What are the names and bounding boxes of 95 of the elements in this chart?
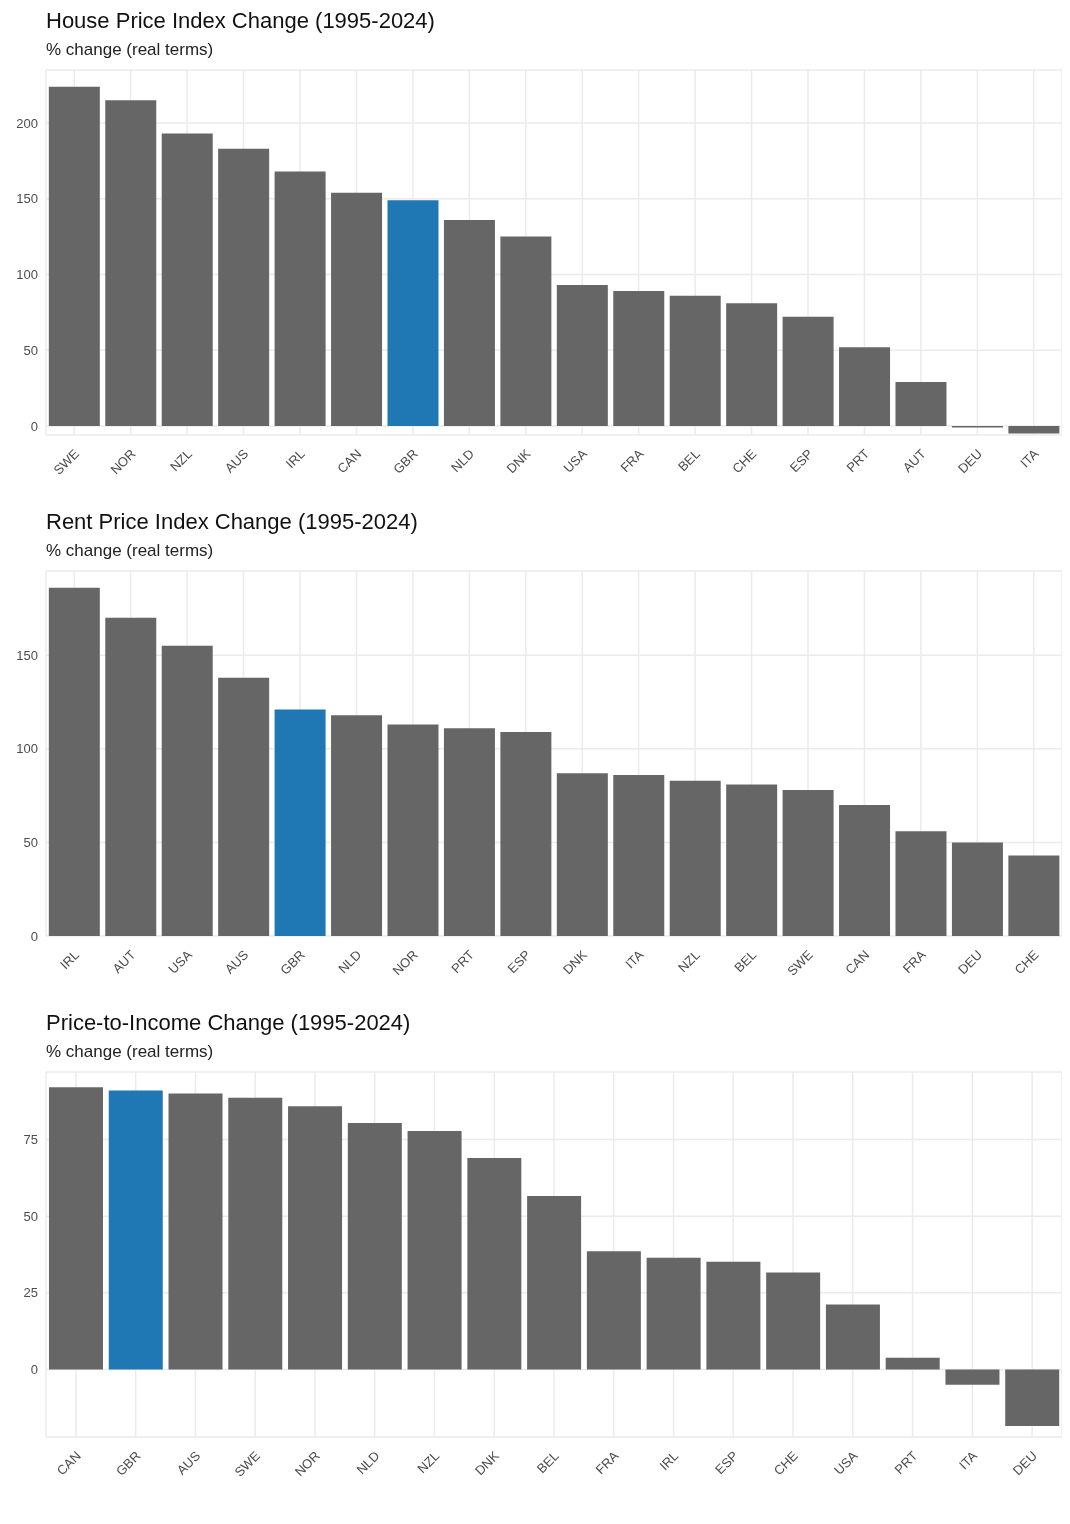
- bar: [782, 316, 834, 426]
- bar: [105, 100, 157, 426]
- bar: [443, 219, 495, 426]
- bar: [825, 1304, 880, 1370]
- bar: [218, 148, 270, 426]
- bar: [48, 587, 100, 936]
- x-tick-label: NZL: [674, 947, 703, 976]
- chart-subtitle: % change (real terms): [45, 1042, 215, 1062]
- bar: [726, 303, 778, 426]
- y-tick-label: 100: [16, 267, 38, 283]
- x-tick-label: ESP: [786, 446, 816, 476]
- bar: [288, 1106, 343, 1370]
- x-tick-label: IRL: [57, 947, 82, 973]
- bar: [945, 1369, 1000, 1385]
- bar: [1005, 1369, 1060, 1426]
- bar: [527, 1195, 582, 1370]
- chart-title: Rent Price Index Change (1995-2024): [45, 509, 419, 535]
- chart-subtitle: % change (real terms): [45, 541, 215, 561]
- bar: [443, 728, 495, 936]
- x-tick-label: NLD: [335, 947, 365, 977]
- bar: [1008, 425, 1060, 434]
- x-tick-label: IRL: [282, 446, 308, 472]
- x-tick-label: ITA: [955, 1447, 981, 1473]
- bar: [839, 347, 891, 426]
- x-tick-label: ITA: [1017, 445, 1042, 471]
- bar: [387, 200, 439, 426]
- bar: [161, 133, 213, 426]
- y-tick-label: 0: [30, 1362, 38, 1378]
- bar: [331, 715, 383, 936]
- x-tick-label: NZL: [166, 446, 195, 475]
- bar: [500, 236, 552, 426]
- y-tick-label: 50: [23, 342, 38, 358]
- bar: [500, 731, 552, 936]
- x-tick-label: ITA: [622, 946, 647, 972]
- bar: [895, 381, 947, 426]
- x-tick-label: USA: [831, 1447, 861, 1478]
- x-tick-label: FRA: [592, 1447, 622, 1478]
- chart-title: House Price Index Change (1995-2024): [45, 8, 436, 34]
- bar: [105, 617, 157, 936]
- x-tick-label: USA: [165, 946, 196, 977]
- bar: [726, 784, 778, 936]
- bar: [228, 1097, 283, 1370]
- x-tick-label: BEL: [674, 446, 703, 475]
- bar: [331, 192, 383, 426]
- bar: [766, 1272, 821, 1370]
- x-tick-label: ESP: [712, 1448, 742, 1478]
- bar: [895, 831, 947, 936]
- y-tick-label: 200: [16, 115, 38, 131]
- bar: [387, 724, 439, 936]
- bar: [586, 1251, 641, 1370]
- x-tick-label: FRA: [899, 946, 929, 977]
- bar: [274, 709, 326, 936]
- bar: [885, 1357, 940, 1370]
- bar: [218, 677, 270, 936]
- y-tick-label: 0: [30, 928, 38, 944]
- bar: [669, 780, 721, 936]
- x-tick-label: BEL: [731, 947, 760, 976]
- chart-subtitle: % change (real terms): [45, 40, 215, 60]
- y-tick-label: 0: [30, 418, 38, 434]
- y-tick-label: 50: [23, 1208, 38, 1224]
- bar: [646, 1257, 701, 1370]
- x-tick-label: USA: [560, 445, 591, 476]
- y-tick-label: 25: [23, 1285, 38, 1301]
- x-tick-label: NLD: [353, 1448, 383, 1478]
- bar: [706, 1261, 761, 1370]
- x-tick-label: BEL: [533, 1448, 562, 1477]
- bar: [556, 285, 608, 426]
- bar: [556, 773, 608, 936]
- bar: [782, 790, 834, 936]
- bar: [48, 1087, 103, 1370]
- x-tick-label: IRL: [656, 1448, 682, 1474]
- bar: [161, 645, 213, 936]
- x-tick-label: NLD: [448, 446, 478, 476]
- y-tick-label: 75: [23, 1132, 38, 1148]
- y-tick-label: 50: [23, 835, 38, 851]
- bar: [168, 1093, 223, 1370]
- bar: [669, 295, 721, 426]
- y-tick-label: 150: [16, 647, 38, 663]
- bar: [613, 291, 665, 426]
- bar: [108, 1090, 163, 1370]
- bar: [1008, 855, 1060, 936]
- bar: [274, 171, 326, 426]
- y-tick-label: 100: [16, 741, 38, 757]
- bar: [347, 1122, 402, 1370]
- y-tick-label: 150: [16, 191, 38, 207]
- x-tick-label: FRA: [617, 445, 647, 476]
- x-tick-label: NZL: [414, 1448, 443, 1477]
- bar: [951, 842, 1003, 936]
- bar: [407, 1130, 462, 1370]
- bar: [467, 1157, 522, 1370]
- bar: [839, 804, 891, 936]
- x-tick-label: ESP: [504, 947, 534, 977]
- bar: [48, 86, 100, 426]
- chart-title: Price-to-Income Change (1995-2024): [45, 1010, 412, 1036]
- bar: [613, 775, 665, 936]
